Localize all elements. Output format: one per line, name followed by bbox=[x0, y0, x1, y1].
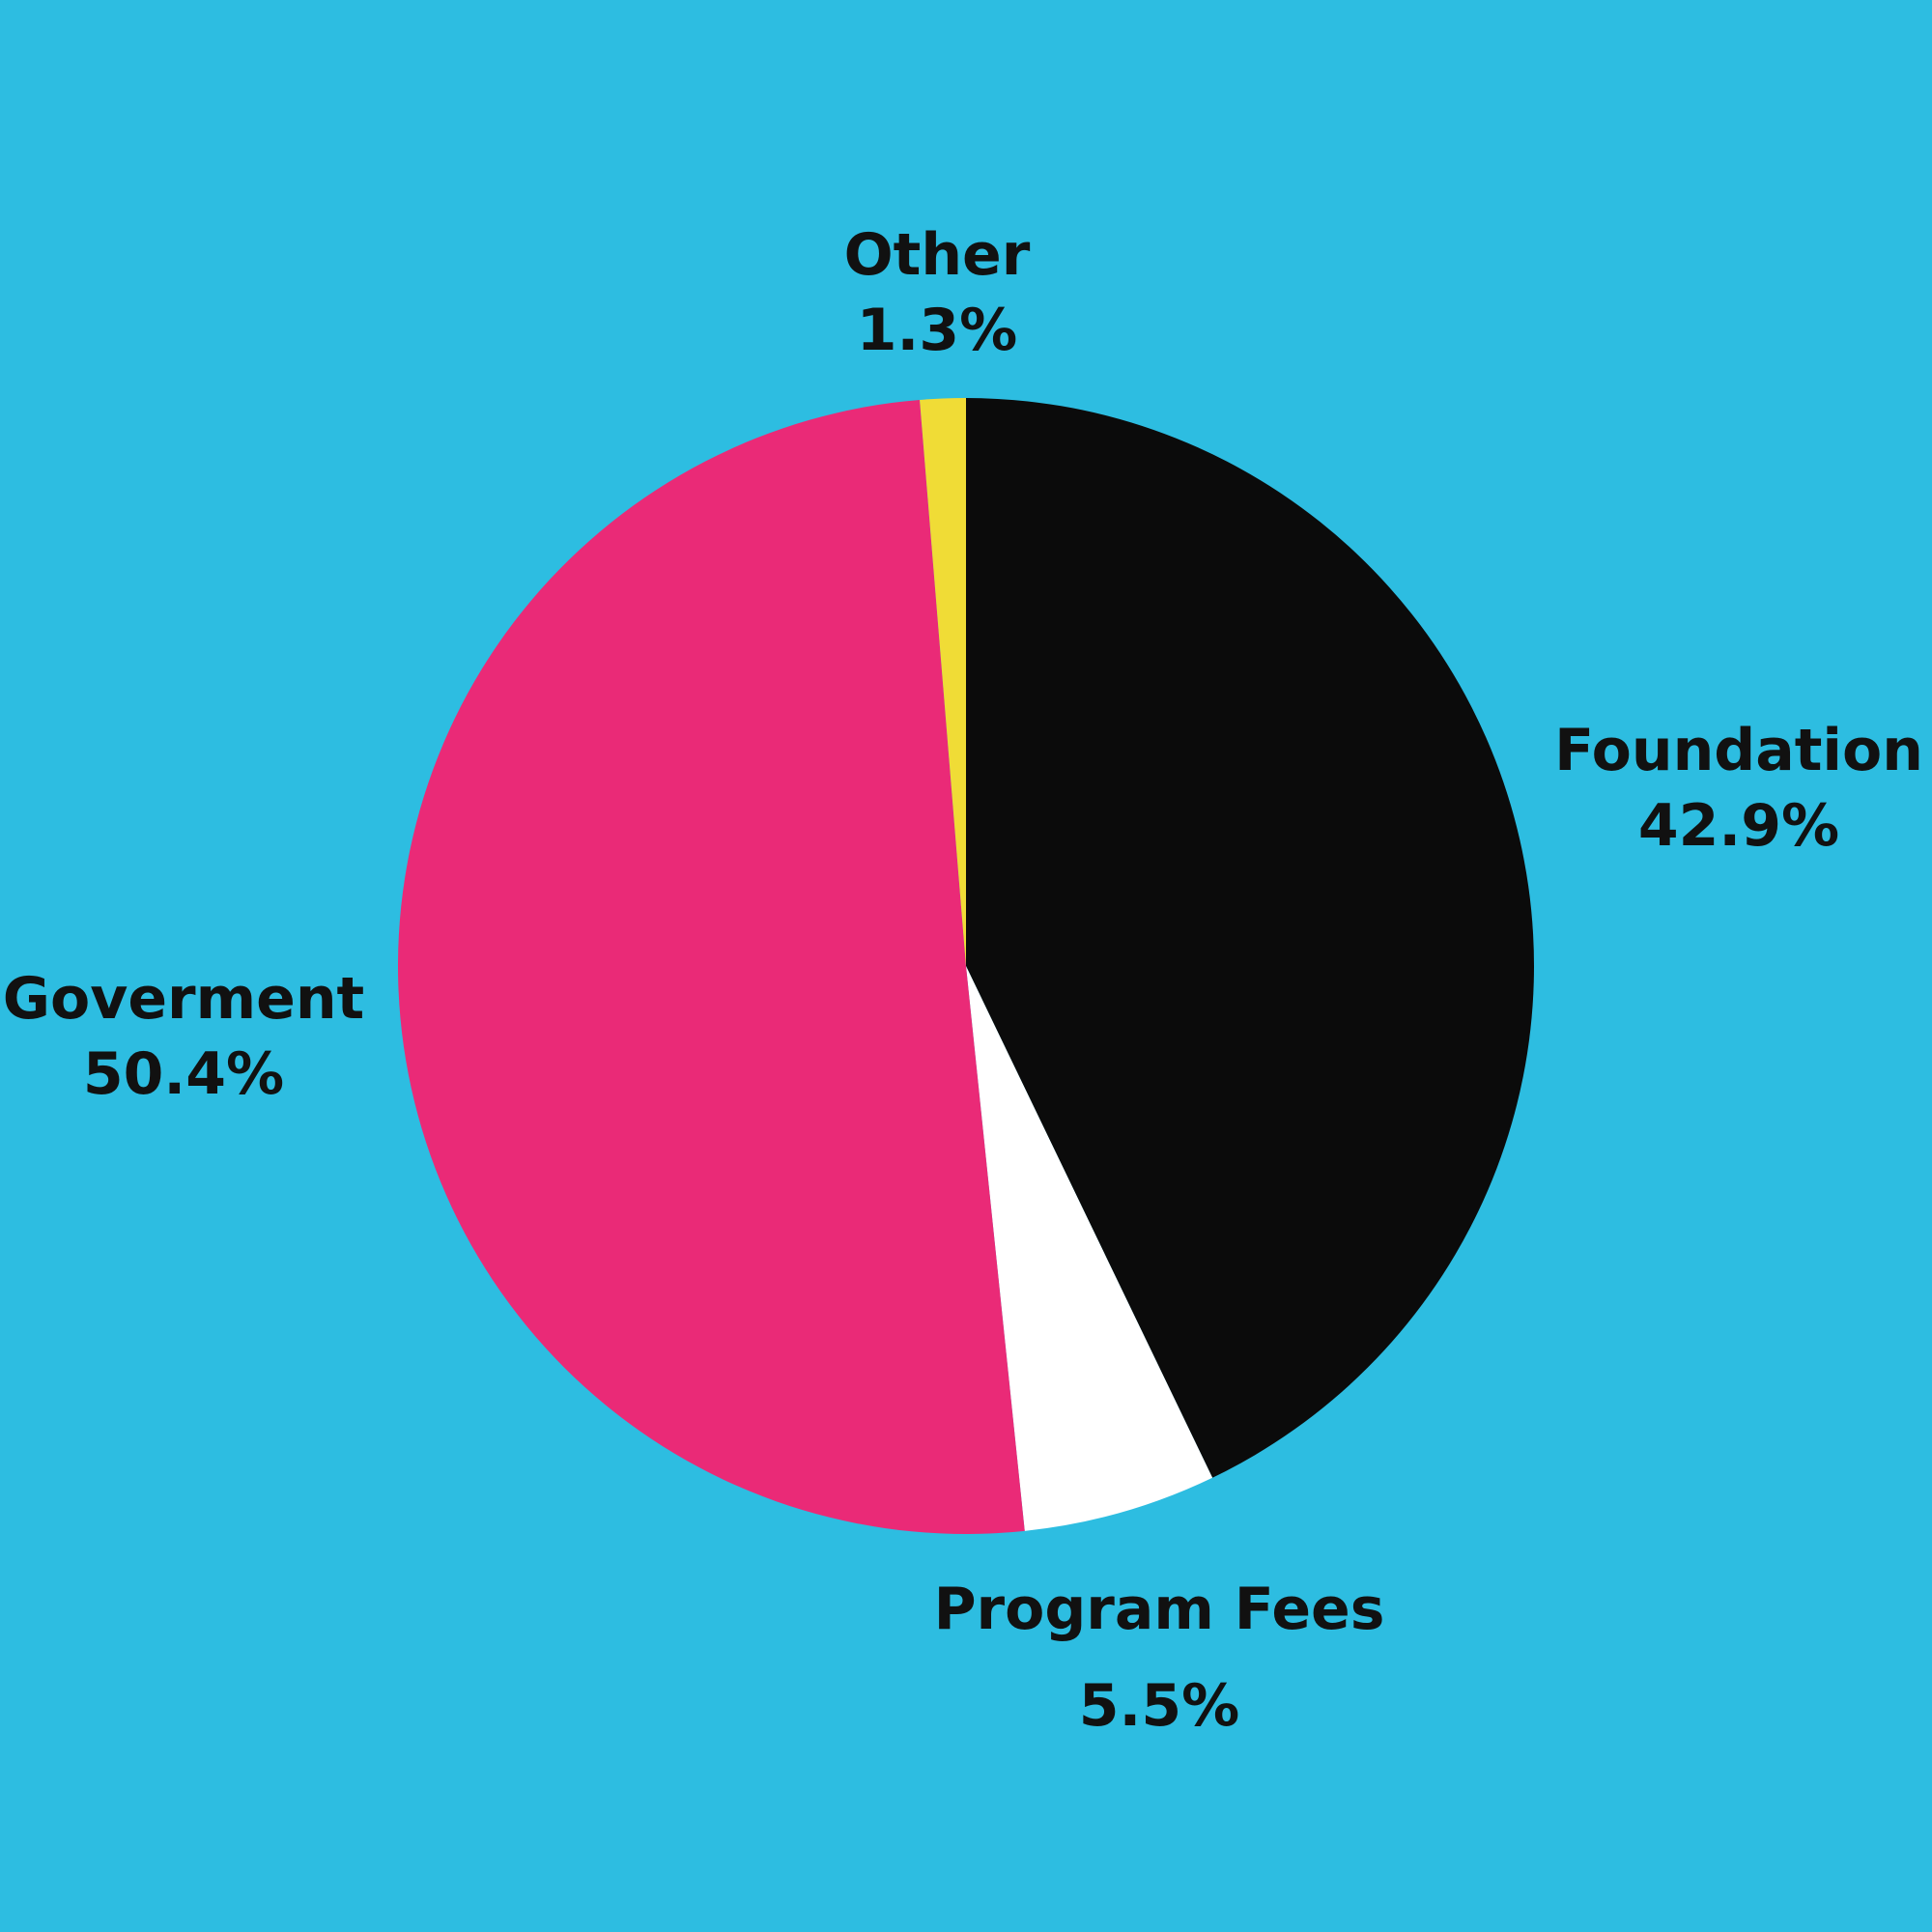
slice-name-other: Other bbox=[843, 221, 1031, 289]
slice-goverment bbox=[398, 399, 1025, 1534]
slice-label-other: Other 1.3% bbox=[840, 217, 1034, 368]
slice-other bbox=[920, 398, 966, 966]
slice-label-foundation: Foundation 42.9% bbox=[1526, 713, 1932, 864]
slice-name-goverment: Goverment bbox=[2, 965, 365, 1033]
slice-value-program-fees: 5.5% bbox=[1078, 1672, 1240, 1740]
slice-label-program-fees: Program Fees 5.5% bbox=[869, 1561, 1449, 1754]
slice-label-goverment: Goverment 50.4% bbox=[0, 961, 367, 1112]
slice-value-other: 1.3% bbox=[856, 297, 1018, 364]
slice-name-foundation: Foundation bbox=[1554, 717, 1923, 784]
slice-value-goverment: 50.4% bbox=[82, 1040, 285, 1108]
slice-program-fees bbox=[966, 966, 1213, 1531]
slice-name-program-fees: Program Fees bbox=[933, 1576, 1385, 1643]
slice-value-foundation: 42.9% bbox=[1637, 792, 1840, 860]
pie-slices bbox=[398, 398, 1534, 1534]
slice-foundation bbox=[966, 398, 1534, 1478]
